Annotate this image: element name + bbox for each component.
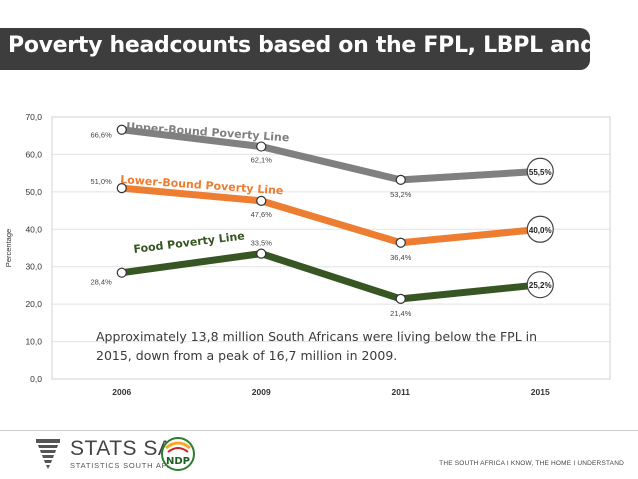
y-tick-label: 20,0 — [25, 299, 42, 309]
y-tick-label: 60,0 — [25, 149, 42, 159]
data-label: 28,4% — [90, 278, 112, 287]
x-tick-label: 2015 — [531, 387, 550, 397]
data-label: 36,4% — [390, 253, 412, 262]
x-tick-label: 2011 — [392, 387, 411, 397]
data-point — [395, 237, 406, 248]
data-label: 47,6% — [251, 210, 273, 219]
data-point — [256, 141, 267, 152]
x-tick-label: 2006 — [112, 387, 131, 397]
data-label: 40,0% — [529, 226, 552, 235]
data-point — [395, 174, 406, 185]
y-tick-label: 10,0 — [25, 337, 42, 347]
x-tick-label: 2009 — [252, 387, 271, 397]
series-name-label: Food Poverty Line — [133, 229, 246, 256]
end-point-marker — [526, 271, 554, 299]
y-tick-label: 70,0 — [25, 112, 42, 122]
page-title: Poverty headcounts based on the FPL, LBP… — [8, 33, 638, 58]
series-line — [118, 250, 544, 303]
data-label: 62,1% — [251, 156, 273, 165]
data-point — [116, 267, 127, 278]
end-point-marker — [526, 215, 554, 243]
stats-sa-logo-icon — [36, 439, 60, 469]
data-label: 53,2% — [390, 190, 412, 199]
series-line — [118, 126, 544, 184]
end-point-marker — [526, 157, 554, 185]
y-tick-label: 40,0 — [25, 224, 42, 234]
y-tick-label: 30,0 — [25, 262, 42, 272]
series-line — [118, 184, 544, 247]
poverty-line-chart: 0,0 10,0 20,0 30,0 40,0 50,0 60,0 70,0 2006 2009 2… — [4, 112, 611, 397]
footer-tagline: THE SOUTH AFRICA I KNOW, THE HOME I UNDE… — [439, 460, 624, 467]
data-point — [116, 124, 127, 135]
footer-divider — [0, 430, 638, 431]
plot-area — [51, 116, 611, 380]
data-label: 25,2% — [529, 281, 552, 290]
chart-annotation: Approximately 13,8 million South African… — [96, 329, 538, 363]
logo-subtitle: STATISTICS SOUTH AFRICA — [70, 461, 189, 470]
data-label: 21,4% — [390, 309, 412, 318]
data-label: 55,5% — [529, 168, 552, 177]
data-point — [116, 183, 127, 194]
y-axis-label: Percentage — [4, 229, 13, 267]
ndp-logo-text: NDP — [166, 456, 190, 467]
ndp-logo-icon: NDP — [161, 437, 195, 471]
data-point — [256, 248, 267, 259]
data-label: 51,0% — [90, 177, 112, 186]
title-bar: Poverty headcounts based on the FPL, LBP… — [0, 28, 638, 70]
y-tick-label: 50,0 — [25, 187, 42, 197]
data-label: 33,5% — [251, 239, 273, 248]
y-tick-label: 0,0 — [30, 374, 42, 384]
data-point — [256, 195, 267, 206]
data-label: 66,6% — [90, 131, 112, 140]
logo-name: STATS SA — [70, 437, 173, 460]
data-point — [395, 293, 406, 305]
